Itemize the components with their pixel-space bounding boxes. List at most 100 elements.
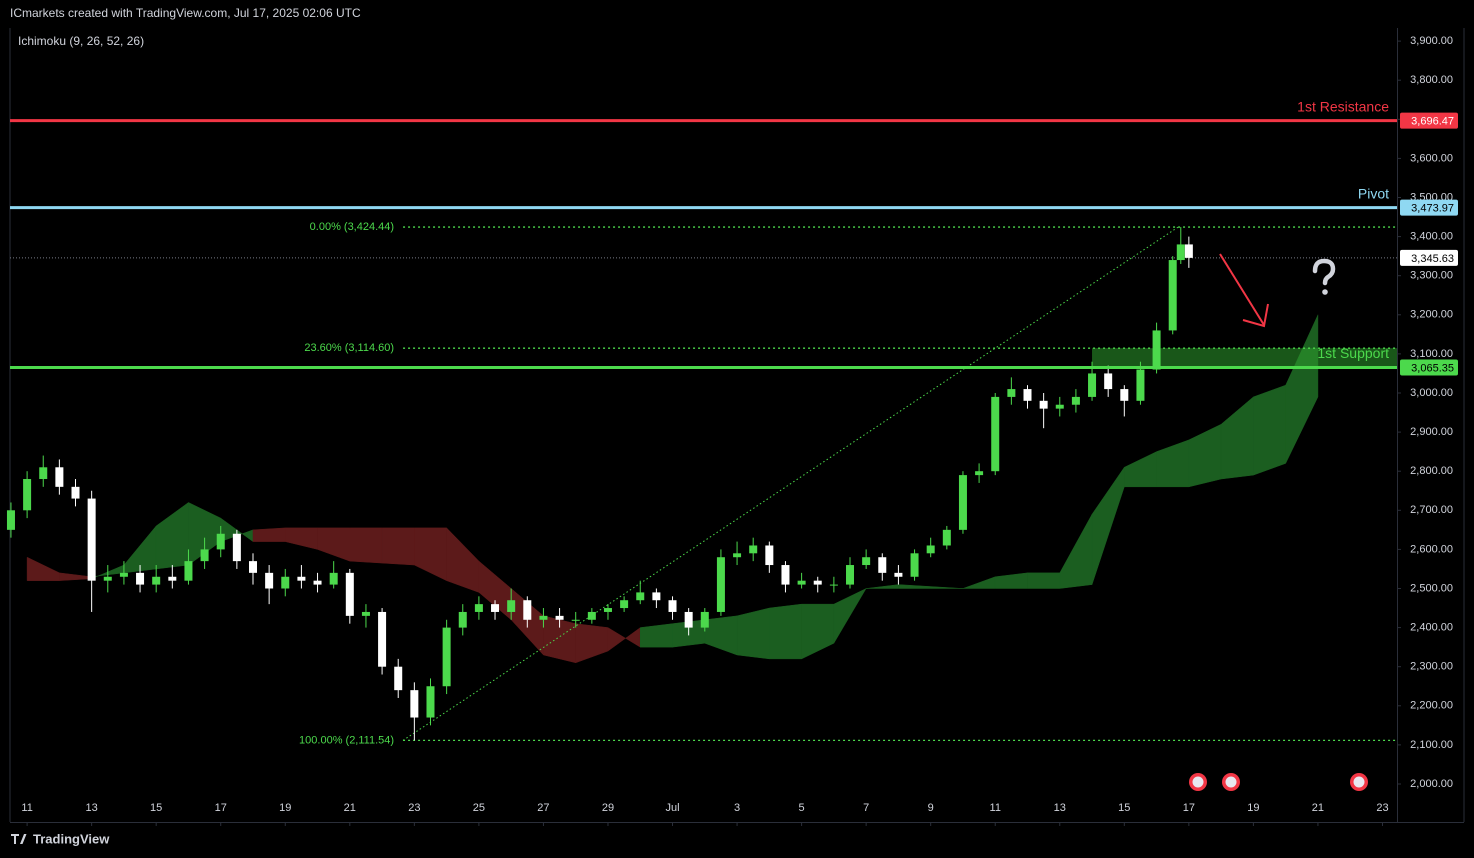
candle-body [103,576,112,581]
candle-body [603,608,612,612]
y-tick-label: 3,600.00 [1410,152,1453,164]
x-tick-label: 21 [344,802,356,814]
x-tick-label: 27 [537,802,549,814]
y-tick-label: 2,700.00 [1410,504,1453,516]
cloud-segment [930,586,963,589]
arrow-head [1242,303,1269,328]
candle-body [781,565,790,585]
candle-body [507,600,516,612]
support-zone [1092,348,1397,368]
event-flag-inner [1353,776,1365,788]
y-tick-label: 2,800.00 [1410,465,1453,477]
candle-body [71,486,80,499]
x-tick-label: 13 [1054,802,1066,814]
level-name: 1st Resistance [1297,98,1389,114]
candle-body [410,690,419,718]
candle-body [958,475,967,530]
fib-label: 0.00% (3,424.44) [310,221,394,233]
candle-body [345,572,354,616]
candle-body [910,553,919,577]
candle-body [1168,260,1177,331]
fib-label: 100.00% (2,111.54) [299,734,394,746]
candle-body [555,615,564,620]
candle-body [232,533,241,562]
candle-body [119,572,128,577]
cloud-segment [252,527,286,542]
y-tick-label: 3,300.00 [1410,270,1453,282]
candle-body [23,479,32,511]
candle-body [587,611,596,620]
candle-body [1088,373,1097,397]
x-tick-label: 11 [990,802,1001,814]
candle-body [894,572,903,577]
candle-body [652,592,661,601]
candle-body [636,592,645,601]
candle-body [297,576,306,581]
candle-body [442,627,451,687]
x-tick-label: Jul [665,802,679,814]
y-tick-label: 2,200.00 [1410,700,1453,712]
y-tick-label: 2,400.00 [1410,622,1453,634]
x-tick-label: 9 [928,802,934,814]
candle-body [829,584,838,586]
cloud-segment [381,527,415,566]
candle-body [1007,389,1016,397]
x-tick-label: 19 [1247,802,1259,814]
candle-body [1120,389,1129,401]
candle-body [926,545,935,554]
candle-body [152,576,161,585]
last-price-box [1400,249,1458,266]
y-tick-label: 3,400.00 [1410,231,1453,243]
cloud-segment [736,607,770,660]
cloud-segment [1027,572,1061,589]
y-tick-label: 2,900.00 [1410,426,1453,438]
x-tick-label: 3 [734,802,740,814]
y-tick-label: 3,000.00 [1410,387,1453,399]
x-tick-label: 19 [279,802,291,814]
candle-body [184,561,193,581]
candle-body [265,572,274,589]
candle-body [700,611,709,628]
candle-body [846,565,855,585]
candle-body [1104,373,1113,390]
plot: 0.00% (3,424.44) 23.60% (3,114.60) 100.00%… [6,98,1397,746]
x-tick-label: 23 [408,802,420,814]
fib-label: 23.60% (3,114.60) [304,342,394,354]
candle-body [1039,400,1048,409]
last-price-label: 3,345.63 [1411,253,1454,265]
candle-body [1184,244,1193,258]
candle-body [168,576,177,581]
candle-body [87,498,96,581]
candle-body [55,467,64,487]
candle-body [765,545,774,566]
level-value-box [1400,359,1458,376]
y-tick-label: 2,100.00 [1410,739,1453,751]
candle-body [942,529,951,546]
cloud-segment [769,603,802,660]
x-tick-label: 11 [21,802,32,814]
event-flag-inner [1225,776,1237,788]
candle-body [1136,369,1145,401]
candle-body [975,471,984,476]
event-flag-inner [1192,776,1204,788]
level-value-box [1400,112,1458,129]
x-tick-label: 25 [473,802,485,814]
cloud-segment [349,527,383,564]
candle-body [797,580,806,585]
candle-body [862,557,871,566]
candle-body [394,666,403,691]
question-mark [1312,258,1336,295]
x-tick-label: 7 [863,802,869,814]
candle-body [749,545,758,554]
level-name: Pivot [1358,185,1389,201]
y-tick-label: 3,900.00 [1410,35,1453,47]
y-tick-label: 2,600.00 [1410,543,1453,555]
question-dot [1322,289,1328,295]
candle-body [329,572,338,585]
level-value-label: 3,696.47 [1411,116,1454,128]
candle-body [733,553,742,558]
level-name: 1st Support [1317,345,1389,361]
candle-body [1023,389,1032,401]
